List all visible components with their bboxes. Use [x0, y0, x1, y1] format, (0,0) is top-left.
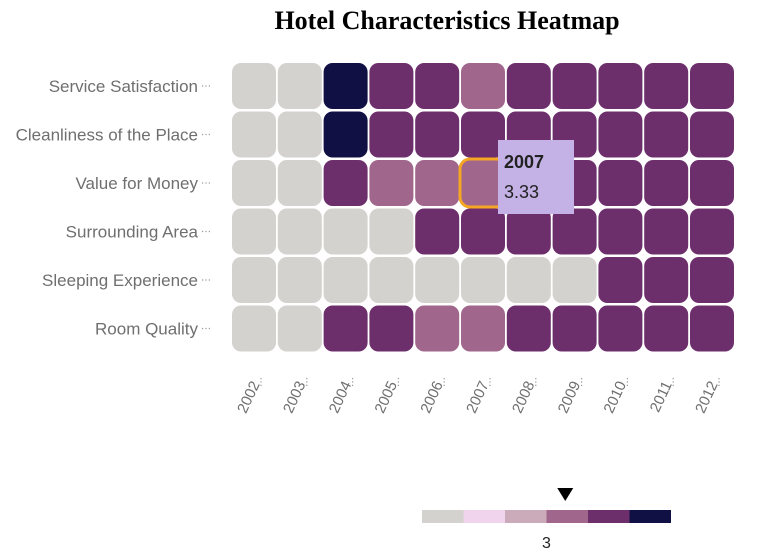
legend-swatch	[588, 510, 630, 523]
heatmap-cell[interactable]	[415, 257, 460, 303]
heatmap-cell[interactable]	[369, 160, 414, 206]
heatmap-cell[interactable]	[415, 305, 460, 352]
heatmap-cell[interactable]	[644, 257, 689, 303]
row-label: Cleanliness of the Place	[16, 126, 198, 145]
heatmap-cell[interactable]	[690, 160, 734, 206]
heatmap-cells	[232, 63, 734, 352]
column-labels: 2002 2003 2004 2005 2006 2007 2008 2009 2010 2011…	[234, 378, 722, 416]
legend-swatch	[505, 510, 547, 523]
legend-swatch	[629, 510, 671, 523]
heatmap-cell[interactable]	[506, 63, 551, 109]
heatmap-cell[interactable]	[690, 111, 734, 158]
heatmap-cell[interactable]	[232, 111, 276, 158]
heatmap-cell[interactable]	[461, 257, 505, 303]
heatmap-cell[interactable]	[323, 208, 368, 255]
legend-swatch	[422, 510, 464, 523]
heatmap-cell[interactable]	[369, 305, 414, 352]
heatmap-cell[interactable]	[232, 257, 276, 303]
column-label: 2005	[372, 379, 402, 416]
heatmap-cell[interactable]	[552, 208, 597, 255]
chart-title: Hotel Characteristics Heatmap	[274, 6, 620, 35]
legend-swatch	[546, 510, 588, 523]
column-label: 2006	[417, 379, 447, 416]
row-label: Sleeping Experience	[42, 271, 198, 290]
row-label: Value for Money	[75, 174, 198, 193]
heatmap-cell[interactable]	[277, 208, 322, 255]
heatmap-cell[interactable]	[461, 63, 505, 109]
column-label: 2004	[326, 379, 356, 416]
row-label: Surrounding Area	[66, 223, 199, 242]
column-label: 2007	[463, 379, 493, 416]
column-label: 2009	[555, 379, 585, 416]
tooltip-title: 2007	[504, 152, 544, 172]
heatmap-cell[interactable]	[644, 305, 689, 352]
column-label: 2012	[692, 379, 722, 416]
legend-pointer-icon	[557, 488, 574, 501]
heatmap-cell[interactable]	[461, 160, 505, 206]
heatmap-cell[interactable]	[277, 160, 322, 206]
heatmap-cell[interactable]	[598, 208, 643, 255]
heatmap-cell[interactable]	[323, 257, 368, 303]
heatmap-cell[interactable]	[277, 63, 322, 109]
heatmap-cell[interactable]	[644, 63, 689, 109]
heatmap-cell[interactable]	[323, 63, 368, 109]
heatmap-cell[interactable]	[369, 111, 414, 158]
row-labels: Service Satisfaction Cleanliness of the P…	[16, 77, 210, 339]
heatmap-cell[interactable]	[277, 111, 322, 158]
heatmap-cell[interactable]	[415, 63, 460, 109]
tooltip-box	[498, 140, 574, 214]
heatmap-cell[interactable]	[415, 111, 460, 158]
heatmap-cell[interactable]	[598, 257, 643, 303]
heatmap-cell[interactable]	[369, 208, 414, 255]
column-label: 2002	[234, 379, 264, 416]
heatmap-cell[interactable]	[690, 257, 734, 303]
column-label: 2008	[509, 379, 539, 416]
heatmap-cell[interactable]	[323, 111, 368, 158]
heatmap-cell[interactable]	[415, 160, 460, 206]
heatmap-cell[interactable]	[598, 63, 643, 109]
heatmap-cell[interactable]	[552, 305, 597, 352]
tooltip: 2007 3.33	[498, 140, 574, 214]
column-label: 2011	[647, 379, 676, 415]
heatmap-cell[interactable]	[644, 111, 689, 158]
heatmap-cell[interactable]	[552, 63, 597, 109]
heatmap-cell[interactable]	[506, 305, 551, 352]
heatmap-cell[interactable]	[461, 111, 505, 158]
heatmap-cell[interactable]	[598, 160, 643, 206]
heatmap-cell[interactable]	[506, 208, 551, 255]
legend-swatch	[463, 510, 505, 523]
heatmap-cell[interactable]	[415, 208, 460, 255]
heatmap-cell[interactable]	[323, 160, 368, 206]
row-label: Service Satisfaction	[49, 77, 198, 96]
heatmap-cell[interactable]	[690, 63, 734, 109]
heatmap-cell[interactable]	[232, 208, 276, 255]
tooltip-value: 3.33	[504, 182, 539, 202]
heatmap-cell[interactable]	[461, 208, 505, 255]
column-label: 2003	[280, 379, 310, 416]
heatmap-cell[interactable]	[232, 63, 276, 109]
heatmap-cell[interactable]	[690, 305, 734, 352]
heatmap-cell[interactable]	[552, 257, 597, 303]
heatmap-cell[interactable]	[369, 63, 414, 109]
heatmap-cell[interactable]	[644, 160, 689, 206]
heatmap-cell[interactable]	[690, 208, 734, 255]
heatmap-cell[interactable]	[277, 305, 322, 352]
heatmap-cell[interactable]	[232, 160, 276, 206]
heatmap-cell[interactable]	[598, 305, 643, 352]
row-label: Room Quality	[95, 320, 198, 339]
heatmap-cell[interactable]	[461, 305, 505, 352]
heatmap-cell[interactable]	[369, 257, 414, 303]
legend-label: 3	[542, 535, 551, 552]
heatmap-cell[interactable]	[644, 208, 689, 255]
heatmap-cell[interactable]	[506, 257, 551, 303]
color-legend: 3	[422, 488, 671, 552]
heatmap-cell[interactable]	[232, 305, 276, 352]
heatmap-cell[interactable]	[277, 257, 322, 303]
heatmap-cell[interactable]	[598, 111, 643, 158]
column-label: 2010	[601, 379, 631, 416]
heatmap-cell[interactable]	[323, 305, 368, 352]
